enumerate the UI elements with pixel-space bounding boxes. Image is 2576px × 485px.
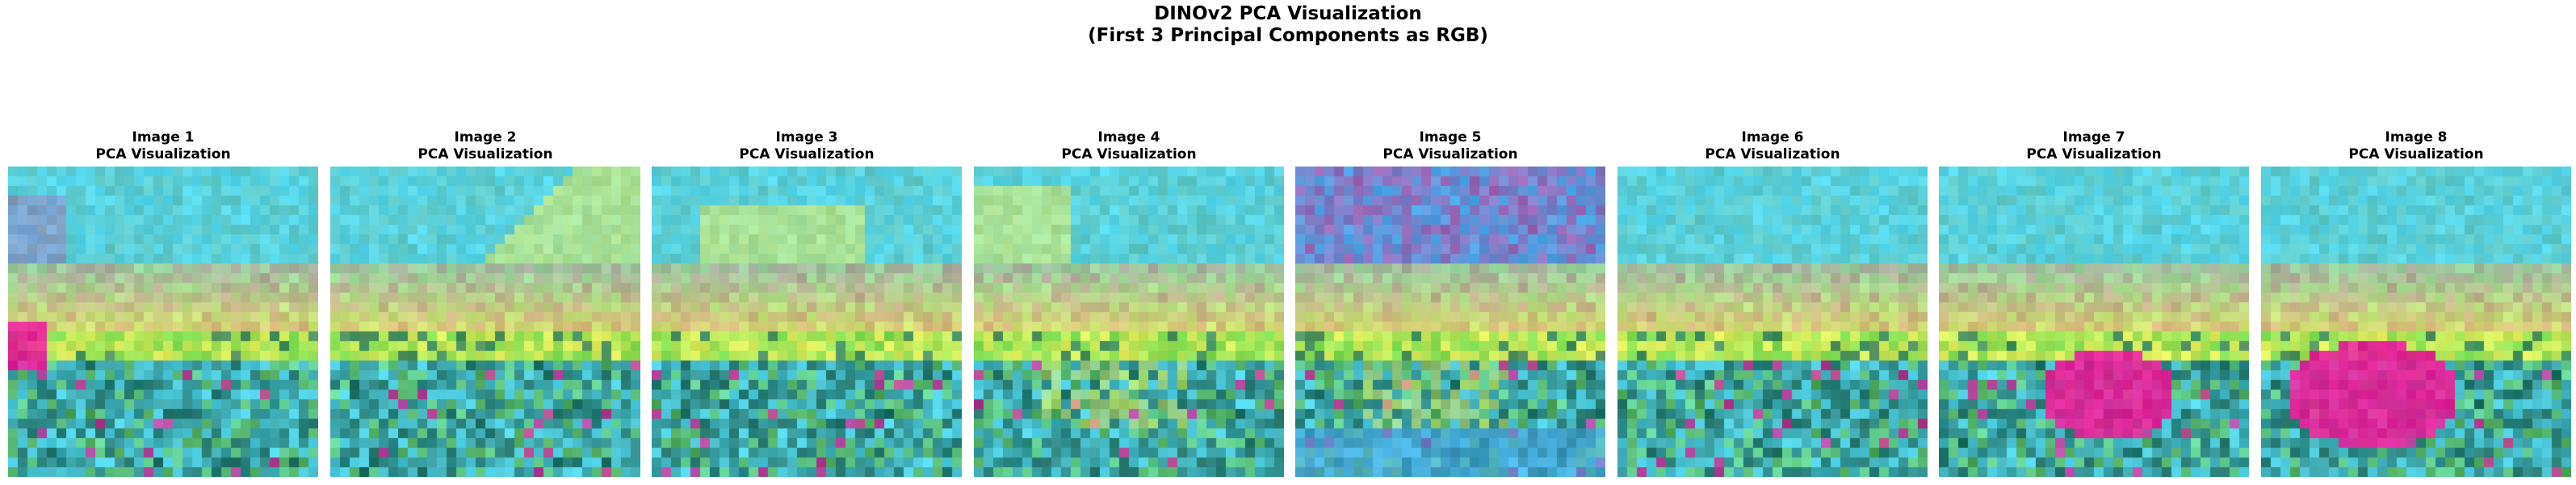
pca-panel-2: Image 2 PCA Visualization bbox=[330, 129, 640, 477]
pca-heatmap-image bbox=[652, 167, 962, 477]
panel-title-line-1: Image 1 bbox=[132, 129, 195, 146]
panel-title-line-2: PCA Visualization bbox=[2026, 146, 2162, 162]
pca-heatmap-image bbox=[2261, 167, 2571, 477]
panel-title: Image 4 PCA Visualization bbox=[974, 129, 1284, 167]
panel-title-line-1: Image 3 bbox=[775, 129, 838, 146]
panel-title-line-2: PCA Visualization bbox=[95, 146, 231, 162]
panel-title-line-1: Image 6 bbox=[1741, 129, 1804, 146]
pca-heatmap-image bbox=[1295, 167, 1605, 477]
panel-title: Image 2 PCA Visualization bbox=[330, 129, 640, 167]
panel-title: Image 5 PCA Visualization bbox=[1295, 129, 1605, 167]
pca-panel-4: Image 4 PCA Visualization bbox=[974, 129, 1284, 477]
panel-title-line-1: Image 2 bbox=[454, 129, 517, 146]
panel-title: Image 8 PCA Visualization bbox=[2261, 129, 2571, 167]
pca-panel-5: Image 5 PCA Visualization bbox=[1295, 129, 1605, 477]
panel-title-line-2: PCA Visualization bbox=[1061, 146, 1197, 162]
panel-title: Image 1 PCA Visualization bbox=[8, 129, 318, 167]
figure-title: DINOv2 PCA Visualization (First 3 Princi… bbox=[0, 3, 2576, 47]
panel-title: Image 7 PCA Visualization bbox=[1939, 129, 2249, 167]
pca-panel-8: Image 8 PCA Visualization bbox=[2261, 129, 2571, 477]
pca-heatmap-image bbox=[8, 167, 318, 477]
panel-title-line-2: PCA Visualization bbox=[739, 146, 875, 162]
pca-heatmap-image bbox=[330, 167, 640, 477]
panel-title-line-2: PCA Visualization bbox=[1705, 146, 1840, 162]
pca-panel-1: Image 1 PCA Visualization bbox=[8, 129, 318, 477]
panel-title-line-2: PCA Visualization bbox=[1382, 146, 1518, 162]
panel-title: Image 3 PCA Visualization bbox=[652, 129, 962, 167]
figure-title-line-2: (First 3 Principal Components as RGB) bbox=[1088, 25, 1488, 46]
pca-panel-3: Image 3 PCA Visualization bbox=[652, 129, 962, 477]
panel-title: Image 6 PCA Visualization bbox=[1617, 129, 1928, 167]
panel-title-line-1: Image 8 bbox=[2385, 129, 2448, 146]
panel-title-line-1: Image 4 bbox=[1097, 129, 1160, 146]
figure-title-line-1: DINOv2 PCA Visualization bbox=[1154, 3, 1422, 24]
panel-title-line-1: Image 7 bbox=[2062, 129, 2125, 146]
pca-heatmap-image bbox=[974, 167, 1284, 477]
pca-panel-6: Image 6 PCA Visualization bbox=[1617, 129, 1928, 477]
pca-heatmap-image bbox=[1617, 167, 1928, 477]
pca-panel-7: Image 7 PCA Visualization bbox=[1939, 129, 2249, 477]
panel-title-line-1: Image 5 bbox=[1419, 129, 1482, 146]
panel-title-line-2: PCA Visualization bbox=[417, 146, 553, 162]
panel-title-line-2: PCA Visualization bbox=[2348, 146, 2484, 162]
pca-heatmap-image bbox=[1939, 167, 2249, 477]
